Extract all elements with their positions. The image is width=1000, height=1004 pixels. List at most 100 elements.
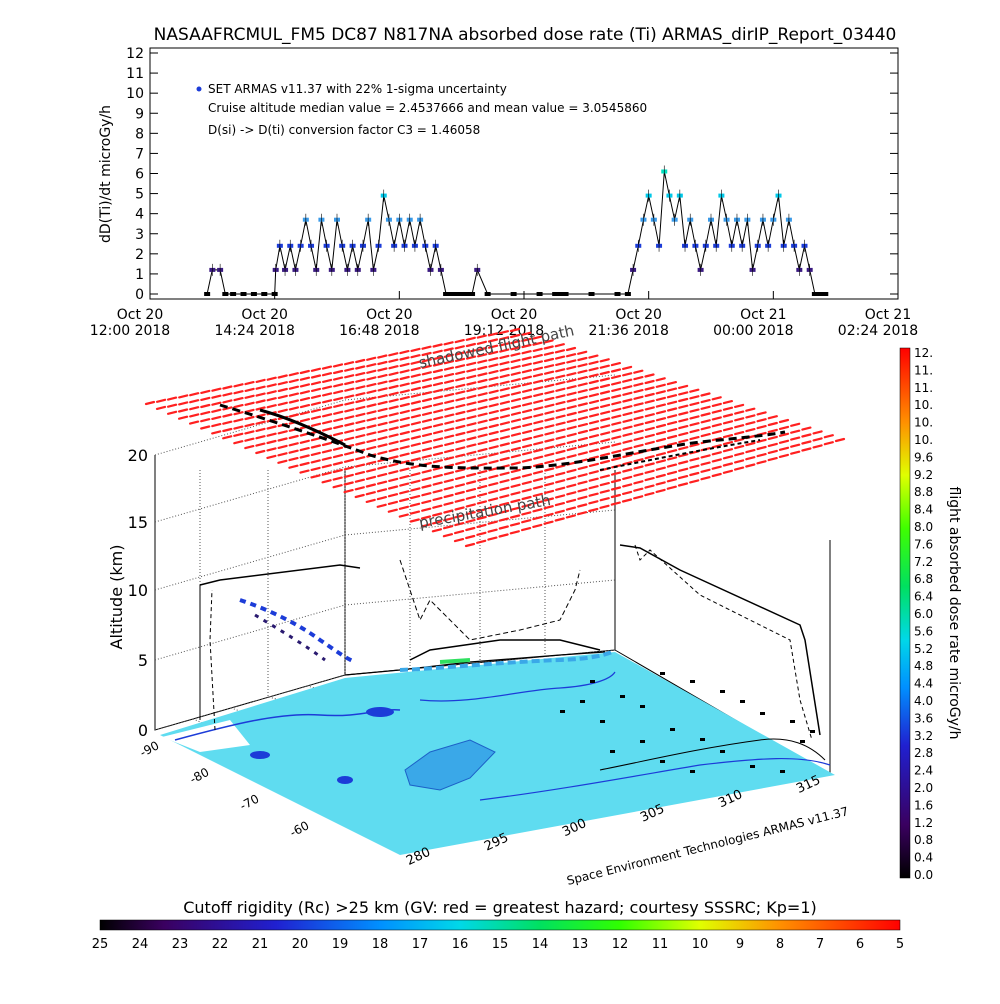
dose-point xyxy=(562,292,569,296)
floor-dose-dot xyxy=(780,770,785,773)
y-tick-label: 3 xyxy=(135,227,144,243)
rigidity-tick-label: 21 xyxy=(252,937,269,952)
floor-dose-dot xyxy=(660,672,665,675)
y-tick-label: 7 xyxy=(135,146,144,162)
shadowed-flight-path-trace xyxy=(219,403,786,470)
z-tick-label: 0 xyxy=(138,721,148,740)
dose-point xyxy=(469,292,476,296)
surface-feature-loop xyxy=(404,739,496,791)
colorbar-tick-label: 4.0 xyxy=(914,694,933,708)
colorbar-tick-label: 5.2 xyxy=(914,642,933,656)
colorbar-tick-label: 0.4 xyxy=(914,851,933,865)
colorbar-tick-label: 6.0 xyxy=(914,607,933,621)
colorbar-label: flight absorbed dose rate microGy/h xyxy=(946,487,962,740)
colorbar-tick-label: 0.8 xyxy=(914,833,933,847)
colorbar-tick-label: 12. xyxy=(914,346,933,360)
z-tick-label: 20 xyxy=(128,446,148,465)
floor-dose-dot xyxy=(580,700,585,703)
flight-path-right-dashed xyxy=(634,544,813,741)
lat-tick-label: -70 xyxy=(238,792,262,814)
dose-point xyxy=(614,292,621,296)
colorbar-tick-label: 3.6 xyxy=(914,711,933,725)
rigidity-tick-label: 10 xyxy=(692,937,709,952)
legend-marker xyxy=(196,86,202,92)
y-tick-label: 1 xyxy=(135,267,144,283)
floor-dose-dot xyxy=(590,680,595,683)
precip-dashed xyxy=(399,559,581,641)
rigidity-tick-label: 13 xyxy=(572,937,589,952)
floor-contour xyxy=(479,758,831,801)
annotation-conversion-factor: D(si) -> D(ti) conversion factor C3 = 1.… xyxy=(208,123,480,137)
floor-dose-dot xyxy=(690,770,695,773)
surface-map xyxy=(160,652,835,855)
x-tick-label-line1: Oct 20 xyxy=(117,307,163,323)
floor-dose-dot xyxy=(660,760,665,763)
rigidity-tick-label: 15 xyxy=(492,937,509,952)
dose-point xyxy=(811,292,818,296)
colorbar-tick-label: 9.2 xyxy=(914,468,933,482)
colorbar-tick-label: 4.4 xyxy=(914,677,933,691)
dose-point xyxy=(448,292,455,296)
z-tick-label: 15 xyxy=(128,513,148,532)
dose-point xyxy=(510,292,517,296)
floor-dose-dot xyxy=(750,765,755,768)
colorbar-ticks: 12. 11. 11. 10. 10. 10. 9.6 9.2 8.8 8.4 8.0 7.6 7.2 6… xyxy=(914,346,933,882)
rigidity-ticks: 25 24 23 22 21 20 19 18 17 16 15 14 13 12 11 10 9 8 7 6 5 xyxy=(92,937,904,952)
rigidity-strip xyxy=(99,919,901,931)
lat-tick-label: -60 xyxy=(288,818,312,840)
credit-text: Space Environment Technologies ARMAS v11… xyxy=(565,804,849,888)
floor-dose-dot xyxy=(800,740,805,743)
dose-point xyxy=(822,292,829,296)
dose-colorbar: 12. 11. 11. 10. 10. 10. 9.6 9.2 8.8 8.4 8.0 7.6 7.2 6… xyxy=(899,346,962,882)
colorbar-tick-label: 9.6 xyxy=(914,450,933,464)
dose-point xyxy=(588,292,595,296)
dose-series xyxy=(204,165,829,296)
shadowed-flight-path-grid xyxy=(144,327,846,548)
rigidity-tick-label: 19 xyxy=(332,937,349,952)
y-tick-label: 0 xyxy=(135,287,144,303)
rigidity-tick-label: 23 xyxy=(172,937,189,952)
colorbar-tick-label: 8.8 xyxy=(914,485,933,499)
rigidity-tick-label: 8 xyxy=(776,937,784,952)
rigidity-tick-label: 25 xyxy=(92,937,109,952)
dose-point xyxy=(443,292,450,296)
colorbar-tick-label: 8.4 xyxy=(914,503,933,517)
flight-path-dashed xyxy=(209,589,216,731)
floor-dose-dot xyxy=(810,730,815,733)
dose-point xyxy=(204,292,211,296)
rigidity-tick-label: 16 xyxy=(452,937,469,952)
rigidity-tick-label: 12 xyxy=(612,937,629,952)
dose-point xyxy=(624,292,631,296)
colorbar-tick-label: 6.4 xyxy=(914,590,933,604)
floor-dose-dot xyxy=(700,738,705,741)
x-tick-label-line1: Oct 21 xyxy=(740,307,786,323)
y-tick-label: 2 xyxy=(135,247,144,263)
y-tick-label: 5 xyxy=(135,187,144,203)
y-tick-label: 12 xyxy=(126,46,144,62)
floor-dose-dot xyxy=(640,740,645,743)
legend-text: SET ARMAS v11.37 with 22% 1-sigma uncert… xyxy=(208,82,507,96)
lat-tick-label: -80 xyxy=(188,765,212,787)
shadowed-flight-path-trace xyxy=(599,439,761,471)
colorbar-tick-label: 4.8 xyxy=(914,659,933,673)
floor-contour-dark xyxy=(599,738,826,771)
floor-contours xyxy=(174,671,831,801)
colorbar-tick-label: 10. xyxy=(914,433,933,447)
back-grid-horizontal xyxy=(344,441,616,468)
rigidity-tick-label: 24 xyxy=(132,937,149,952)
x-tick-label-line1: Oct 20 xyxy=(615,307,661,323)
dose-point xyxy=(817,292,824,296)
z-axis-label: Altitude (km) xyxy=(107,545,126,650)
floor-dose-dot xyxy=(760,712,765,715)
rigidity-tick-label: 20 xyxy=(292,937,309,952)
flight-path-mid xyxy=(409,639,601,661)
surface-land-patch xyxy=(162,720,250,752)
x-tick-label-line2: 02:24 2018 xyxy=(838,323,918,339)
back-grid-horizontal xyxy=(344,579,616,606)
lat-tick-label: -90 xyxy=(138,738,162,760)
floor-dose-dot xyxy=(790,720,795,723)
dose-series-line xyxy=(206,171,826,295)
